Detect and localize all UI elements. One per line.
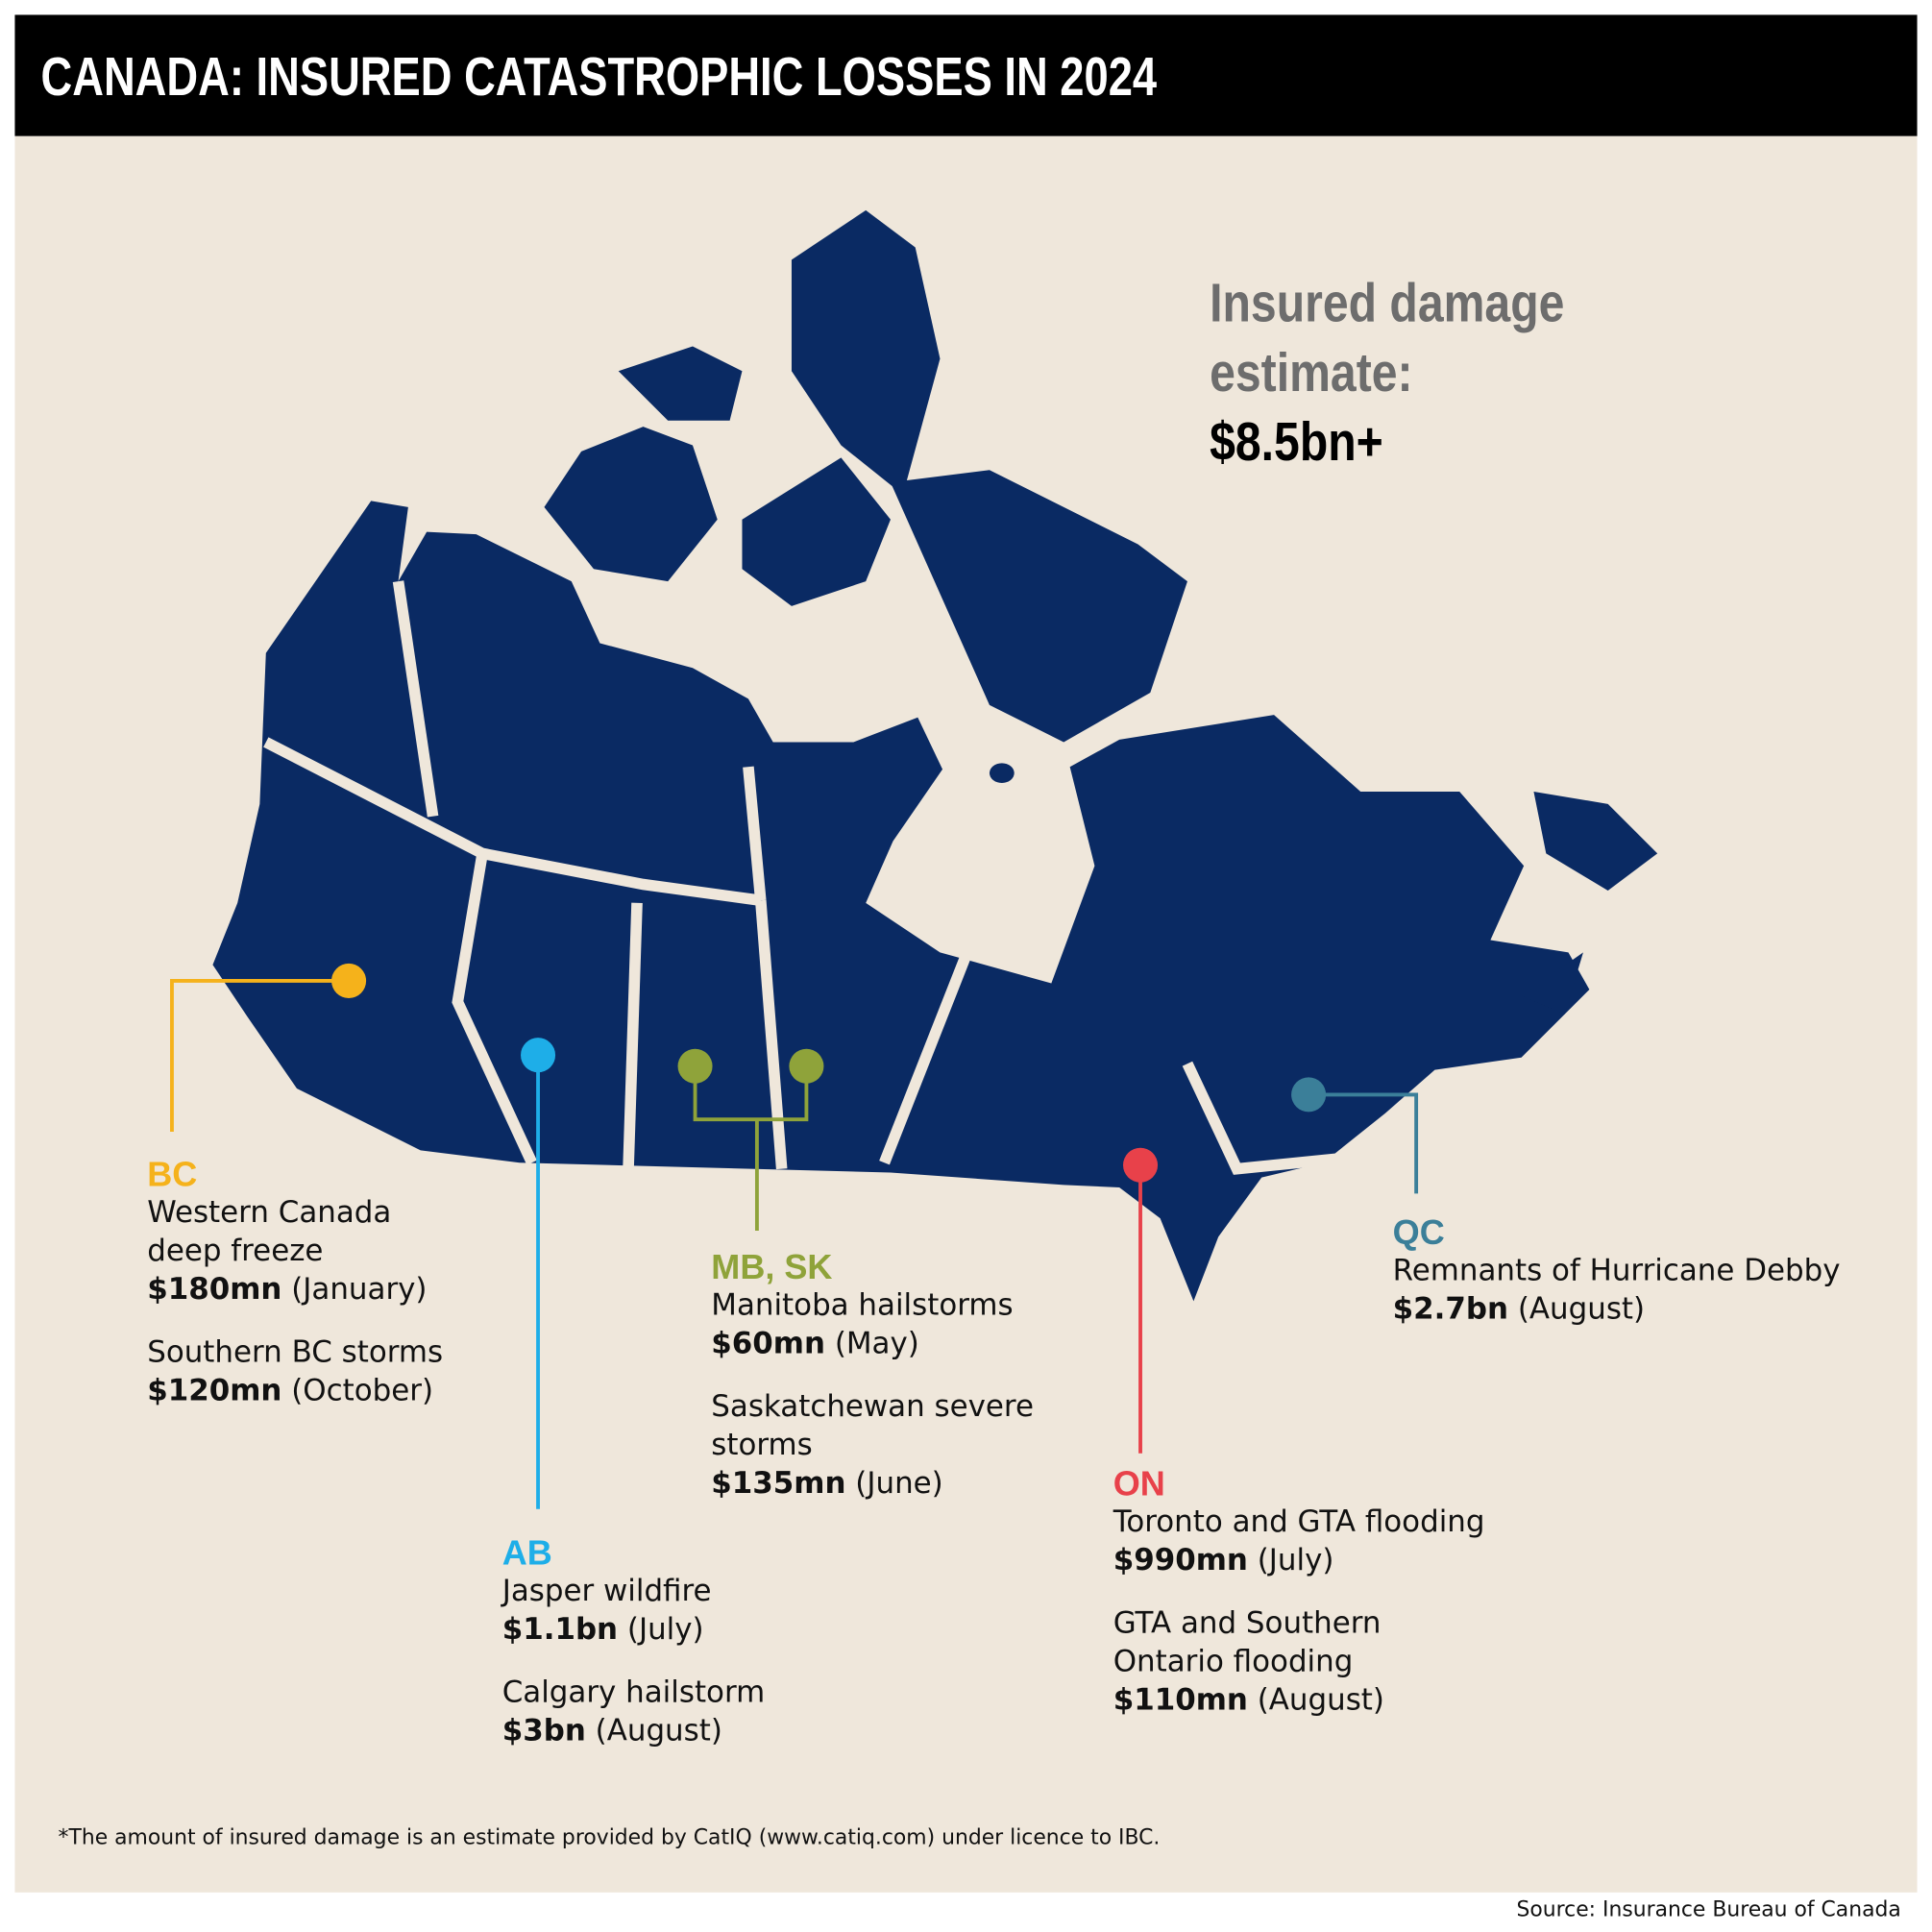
region-code: BC: [147, 1155, 198, 1194]
spacer: [502, 1649, 766, 1674]
region-block: AB Jasper wildfire $1.1bn (July) Calgary ha…: [502, 1533, 766, 1749]
connector: [693, 1065, 809, 1232]
spacer: [147, 1308, 443, 1333]
footnote: *The amount of insured damage is an esti…: [58, 1825, 1161, 1851]
marker-dot: [1291, 1077, 1327, 1113]
event-amount-row: $2.7bn (August): [1393, 1290, 1841, 1329]
event-period: (August): [595, 1713, 722, 1749]
event-period: (July): [1257, 1542, 1334, 1577]
event-amount-row: $135mn (June): [711, 1464, 1034, 1503]
event-name: Saskatchewan severe: [711, 1388, 1034, 1424]
event-period: (October): [291, 1373, 434, 1408]
region-block: MB, SK Manitoba hailstorms $60mn (May) Sask…: [711, 1248, 1034, 1503]
event-name: deep freeze: [147, 1233, 324, 1268]
event-amount-row: $120mn (October): [147, 1372, 443, 1410]
event-amount: $110mn: [1113, 1681, 1248, 1717]
spacer: [711, 1363, 1034, 1388]
marker-dot: [521, 1038, 556, 1073]
spacer: [1113, 1579, 1485, 1604]
event-amount: $135mn: [711, 1465, 846, 1501]
title: CANADA: INSURED CATASTROPHIC LOSSES IN 2…: [40, 46, 1158, 109]
event-name: Calgary hailstorm: [501, 1675, 766, 1710]
event-name: Southern BC storms: [147, 1334, 444, 1370]
region-block: QC Remnants of Hurricane Debby $2.7bn (Aug…: [1393, 1213, 1841, 1329]
event-period: (August): [1257, 1681, 1384, 1717]
event-amount: $180mn: [147, 1271, 282, 1307]
event-amount-row: $110mn (August): [1113, 1681, 1485, 1720]
source: Source: Insurance Bureau of Canada: [1516, 1896, 1901, 1922]
annotations: [170, 963, 1419, 1509]
summary-value: $8.5bn+: [1210, 411, 1383, 473]
header-bar: [14, 14, 1918, 136]
province-borders: [263, 580, 1361, 1175]
summary-label-line: Insured damage: [1210, 273, 1565, 334]
event-period: (July): [626, 1611, 704, 1647]
summary-label: Insured damage estimate: $8.5bn+: [1210, 270, 1564, 477]
region-code: ON: [1113, 1464, 1165, 1504]
event-amount-row: $3bn (August): [502, 1712, 766, 1750]
event-name: storms: [711, 1427, 813, 1462]
event-name: Remnants of Hurricane Debby: [1392, 1253, 1841, 1288]
region-code: QC: [1392, 1212, 1445, 1252]
marker-dot: [677, 1048, 713, 1084]
event-name: Toronto and GTA flooding: [1113, 1504, 1485, 1539]
event-period: (August): [1517, 1291, 1646, 1327]
event-amount-row: $990mn (July): [1113, 1541, 1485, 1579]
event-name: Western Canada: [147, 1194, 392, 1230]
region-block: BC Western Canada deep freeze $180mn (Janua…: [147, 1155, 443, 1409]
event-name: Manitoba hailstorms: [711, 1287, 1014, 1323]
marker-dot: [1123, 1147, 1159, 1183]
event-amount: $990mn: [1113, 1542, 1248, 1577]
event-amount: $3bn: [501, 1713, 586, 1749]
region-block: ON Toronto and GTA flooding $990mn (July) G…: [1113, 1464, 1485, 1719]
event-amount: $1.1bn: [501, 1611, 619, 1647]
event-period: (January): [291, 1271, 428, 1307]
event-amount: $2.7bn: [1392, 1291, 1509, 1327]
event-name: Jasper wildfire: [501, 1573, 712, 1608]
connector: [170, 979, 350, 1133]
canada-map: [212, 209, 1658, 1302]
event-amount-row: $180mn (January): [147, 1270, 443, 1308]
region-code: MB, SK: [711, 1248, 833, 1286]
event-name: Ontario flooding: [1113, 1644, 1354, 1679]
event-amount: $120mn: [147, 1373, 282, 1408]
summary-label-line: estimate:: [1210, 342, 1413, 404]
event-period: (May): [834, 1326, 919, 1361]
connector: [1308, 1092, 1419, 1194]
event-period: (June): [855, 1465, 943, 1501]
event-amount-row: $60mn (May): [711, 1325, 1034, 1363]
region-code: AB: [501, 1533, 552, 1573]
marker-dot: [331, 963, 367, 998]
event-amount-row: $1.1bn (July): [502, 1610, 766, 1649]
event-amount: $60mn: [711, 1326, 825, 1361]
marker-dot: [789, 1048, 824, 1084]
event-name: GTA and Southern: [1113, 1605, 1382, 1641]
